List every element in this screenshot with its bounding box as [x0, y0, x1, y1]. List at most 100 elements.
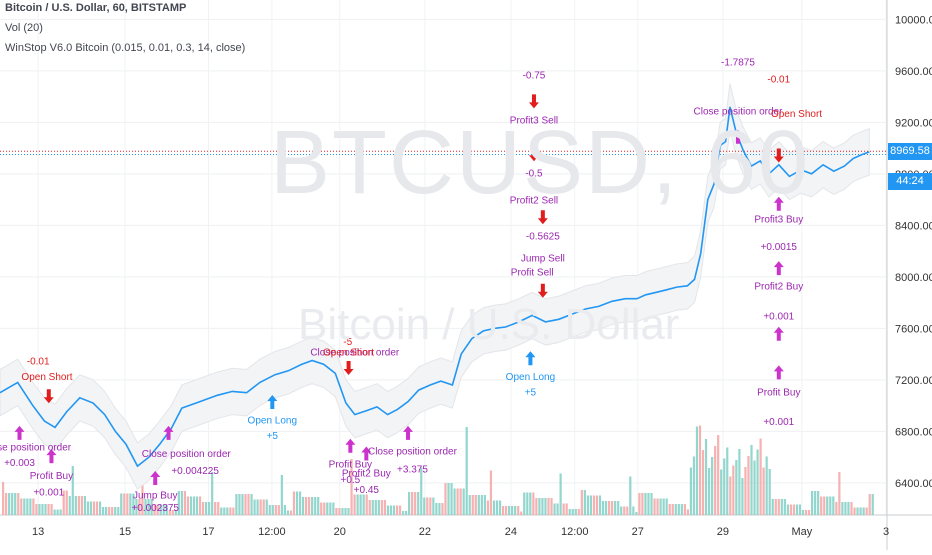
volume-bar	[707, 468, 711, 515]
symbol-title[interactable]: Bitcoin / U.S. Dollar, 60, BITSTAMP	[5, 2, 187, 14]
volume-bar	[695, 426, 699, 515]
buy-arrow-marker[interactable]	[361, 446, 372, 461]
volume-bar	[14, 493, 17, 515]
trade-annotation: Close position order	[368, 446, 458, 457]
trade-annotation: +0.002375	[131, 503, 179, 514]
trade-annotation: Open Short	[771, 109, 822, 120]
volume-bar	[56, 509, 59, 515]
volume-bar	[820, 496, 823, 515]
volume-bar	[292, 491, 296, 515]
trade-annotation: Open Long	[248, 416, 298, 427]
volume-bar	[550, 498, 553, 515]
volume-bar	[641, 493, 644, 515]
volume-bar	[423, 497, 426, 515]
trade-annotation: +0.003	[4, 458, 35, 469]
volume-bar	[220, 507, 223, 515]
indicator-legend[interactable]: WinStop V6.0 Bitcoin (0.015, 0.01, 0.3, …	[5, 42, 246, 54]
sell-arrow-marker[interactable]	[537, 283, 548, 298]
volume-bar	[844, 502, 847, 515]
volume-bar	[689, 467, 693, 515]
trade-annotation: +3.375	[397, 465, 428, 476]
trade-annotation: +0.001	[763, 311, 794, 322]
volume-bar	[450, 483, 453, 515]
volume-bar	[565, 503, 568, 515]
volume-bar	[735, 460, 738, 515]
volume-bar	[150, 499, 153, 515]
buy-arrow-marker[interactable]	[163, 425, 174, 440]
volume-bar	[701, 450, 705, 515]
volume-bar	[277, 505, 280, 515]
sell-arrow-marker[interactable]	[537, 210, 548, 225]
buy-arrow-marker[interactable]	[773, 365, 784, 380]
sell-arrow-marker[interactable]	[528, 94, 539, 109]
volume-bar	[704, 439, 708, 515]
volume-bar	[807, 510, 811, 515]
price-line[interactable]	[0, 106, 870, 468]
volume-bar	[538, 498, 541, 515]
buy-arrow-marker[interactable]	[403, 425, 414, 440]
volume-bar	[711, 457, 714, 515]
y-tick-label: 9200.00	[895, 117, 932, 129]
buy-arrow-marker[interactable]	[345, 438, 356, 453]
volume-bar	[153, 504, 156, 515]
volume-bar	[68, 496, 71, 515]
volume-bar	[680, 504, 683, 515]
volume-bar	[135, 499, 138, 515]
volume-bar	[192, 496, 196, 515]
volume-bar	[804, 510, 808, 515]
trade-annotation: Open Long	[506, 372, 556, 383]
open-long-arrow-marker[interactable]	[525, 351, 536, 366]
volume-bar	[432, 497, 435, 515]
volume-bar	[408, 492, 411, 515]
volume-bar	[756, 449, 759, 515]
volume-bar	[238, 494, 241, 515]
volume-bar	[53, 509, 56, 515]
buy-arrow-marker[interactable]	[150, 470, 161, 485]
buy-arrow-marker[interactable]	[732, 129, 743, 144]
sell-arrow-marker[interactable]	[343, 360, 354, 375]
trade-annotation: +5	[267, 431, 279, 442]
volume-bar	[189, 496, 193, 515]
volume-bar	[117, 507, 120, 515]
volume-bar	[674, 504, 677, 515]
volume-bar	[698, 425, 702, 515]
volume-bar	[608, 501, 611, 515]
volume-bar	[741, 478, 744, 515]
volume-bar	[208, 502, 211, 515]
volume-bar	[835, 502, 838, 515]
buy-arrow-marker[interactable]	[773, 326, 784, 341]
volume-bar	[535, 498, 538, 515]
volume-bar	[105, 507, 108, 515]
buy-arrow-marker[interactable]	[14, 425, 25, 440]
volume-bar	[323, 502, 326, 515]
volume-bar	[301, 497, 305, 515]
volume-legend[interactable]: Vol (20)	[5, 22, 43, 34]
x-tick-label: 12:00	[561, 526, 589, 538]
volume-bar	[644, 493, 647, 515]
buy-arrow-marker[interactable]	[46, 449, 57, 464]
volume-bar	[35, 504, 38, 515]
volume-bar	[650, 493, 653, 515]
volume-bar	[365, 494, 368, 515]
volume-bar	[686, 509, 689, 515]
sell-arrow-marker[interactable]	[528, 147, 539, 162]
sell-arrow-marker[interactable]	[773, 148, 784, 163]
volume-bar	[580, 490, 583, 515]
volume-bar	[195, 496, 199, 515]
volume-bar	[714, 446, 717, 515]
volume-bar	[623, 506, 626, 515]
sell-arrow-marker[interactable]	[43, 389, 54, 404]
volume-bar	[17, 493, 20, 515]
volume-bar	[2, 482, 5, 515]
volume-bar	[41, 504, 44, 515]
buy-arrow-marker[interactable]	[773, 261, 784, 276]
open-long-arrow-marker[interactable]	[267, 394, 278, 409]
volume-bar	[868, 494, 871, 515]
volume-bar	[732, 465, 735, 515]
volume-bar	[801, 510, 805, 515]
volume-bar	[92, 501, 96, 515]
volume-bar	[314, 497, 317, 515]
buy-arrow-marker[interactable]	[773, 196, 784, 211]
